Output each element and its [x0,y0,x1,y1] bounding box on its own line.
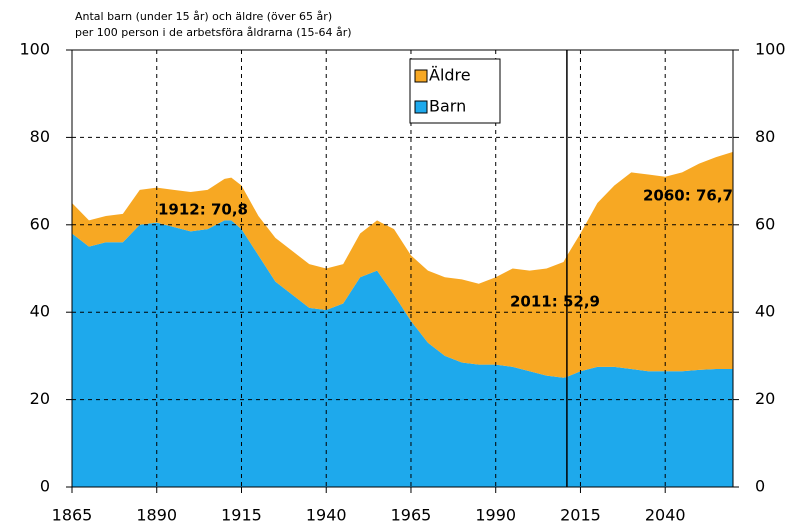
legend-swatch [414,69,428,83]
legend-label: Barn [429,97,466,116]
y2-tick-label: 60 [755,214,775,233]
x-tick-label: 1890 [136,506,177,525]
x-tick-label: 1965 [391,506,432,525]
y2-tick-label: 40 [755,302,775,321]
y-tick-label: 40 [30,302,50,321]
annotation: 1912: 70,8 [158,201,248,219]
legend-label: Äldre [429,66,471,85]
chart-title: Antal barn (under 15 år) och äldre (över… [75,10,332,23]
x-tick-label: 1990 [475,506,516,525]
y2-tick-label: 0 [755,477,765,496]
y-tick-label: 0 [40,477,50,496]
y2-tick-label: 100 [755,40,786,59]
annotation: 2060: 76,7 [643,187,733,205]
chart-subtitle: per 100 person i de arbetsföra åldrarna … [75,26,352,39]
annotation: 2011: 52,9 [510,293,600,311]
area [72,220,733,487]
x-tick-label: 1865 [52,506,93,525]
x-tick-label: 2015 [560,506,601,525]
y-tick-label: 20 [30,389,50,408]
x-tick-label: 1940 [306,506,347,525]
y2-tick-label: 80 [755,127,775,146]
x-tick-label: 1915 [221,506,262,525]
x-tick-label: 2040 [645,506,686,525]
y-tick-label: 100 [19,40,50,59]
y-tick-label: 60 [30,214,50,233]
y2-tick-label: 20 [755,389,775,408]
area [72,151,733,378]
plot-frame [71,49,734,488]
legend-swatch [414,100,428,114]
y-tick-label: 80 [30,127,50,146]
